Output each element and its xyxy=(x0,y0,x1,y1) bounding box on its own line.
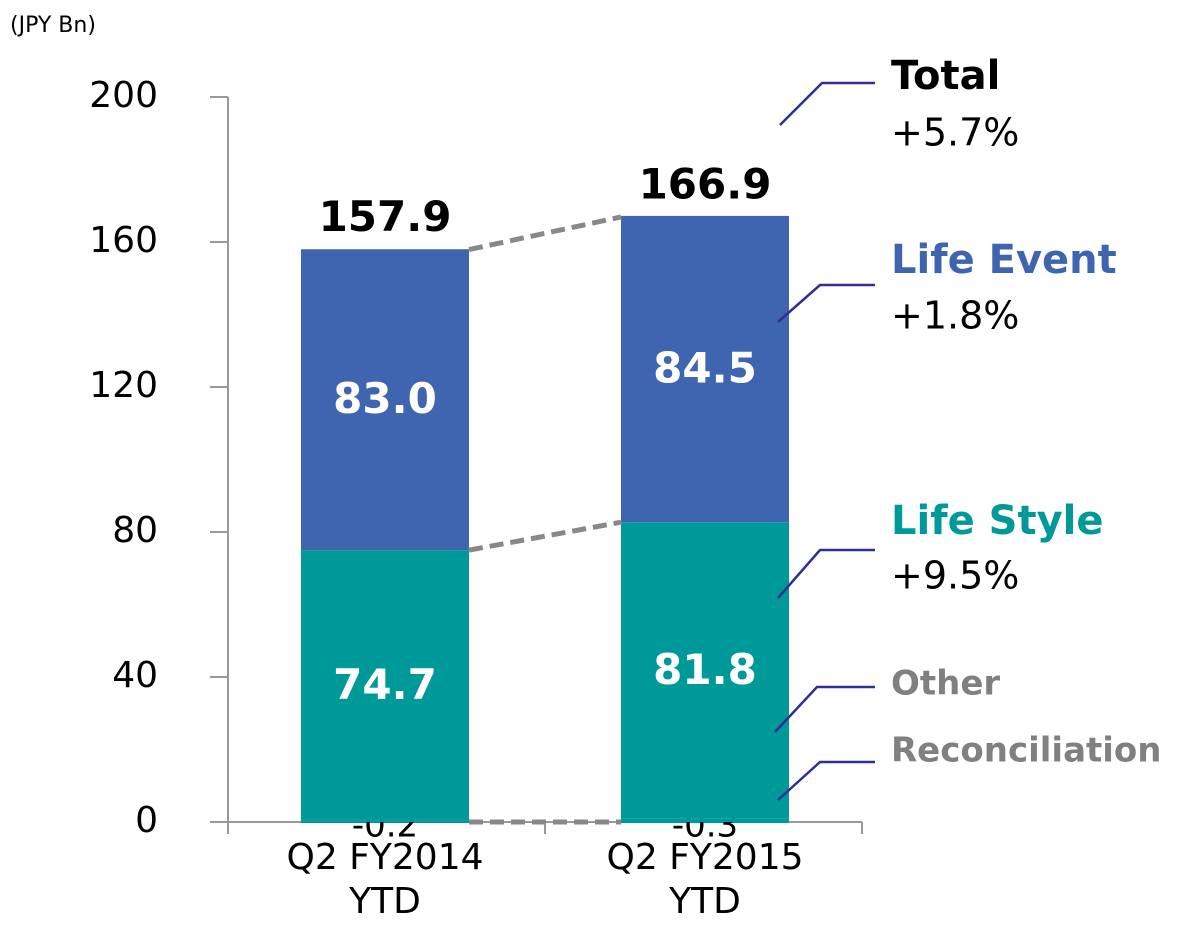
bar-segment xyxy=(621,818,789,822)
growth-label: +9.5% xyxy=(891,554,1019,598)
legend-label: Total xyxy=(891,53,1000,99)
data-label: 84.5 xyxy=(653,344,757,393)
legend-label: Reconciliation xyxy=(891,731,1162,771)
data-label: 83.0 xyxy=(333,374,437,423)
bar-segment xyxy=(301,820,469,822)
bar-segment xyxy=(301,822,469,823)
legend-label: Life Event xyxy=(891,237,1117,283)
legend-label: Other xyxy=(891,664,1000,704)
connector xyxy=(468,519,622,553)
y-tick-label: 160 xyxy=(89,220,158,261)
bar-segment xyxy=(301,249,469,551)
y-tick-label: 80 xyxy=(112,510,158,551)
leader-line xyxy=(777,548,875,599)
leader-line xyxy=(774,685,875,733)
y-unit: (JPY Bn) xyxy=(10,13,96,38)
growth-label: +5.7% xyxy=(891,111,1019,155)
bar-segment xyxy=(301,550,469,821)
y-tick-label: 40 xyxy=(112,655,158,696)
y-tick-label: 0 xyxy=(135,800,158,841)
data-label: 74.7 xyxy=(333,660,437,709)
connector xyxy=(468,214,622,253)
y-tick-label: 120 xyxy=(89,365,158,406)
leader-line xyxy=(777,283,875,323)
bar-segment xyxy=(621,822,789,824)
bar-segment xyxy=(621,522,789,819)
growth-label: +1.8% xyxy=(891,294,1019,338)
leader-line xyxy=(779,81,875,126)
total-label: 166.9 xyxy=(639,159,772,208)
legend-label: Life Style xyxy=(891,498,1104,544)
x-tick-label: Q2 FY2014 YTD xyxy=(286,837,484,922)
data-label: 81.8 xyxy=(653,645,757,694)
total-label: 157.9 xyxy=(319,192,452,241)
leader-line xyxy=(777,760,875,801)
y-tick-label: 200 xyxy=(89,75,158,116)
bar-segment xyxy=(621,215,789,523)
x-tick-label: Q2 FY2015 YTD xyxy=(606,837,804,922)
